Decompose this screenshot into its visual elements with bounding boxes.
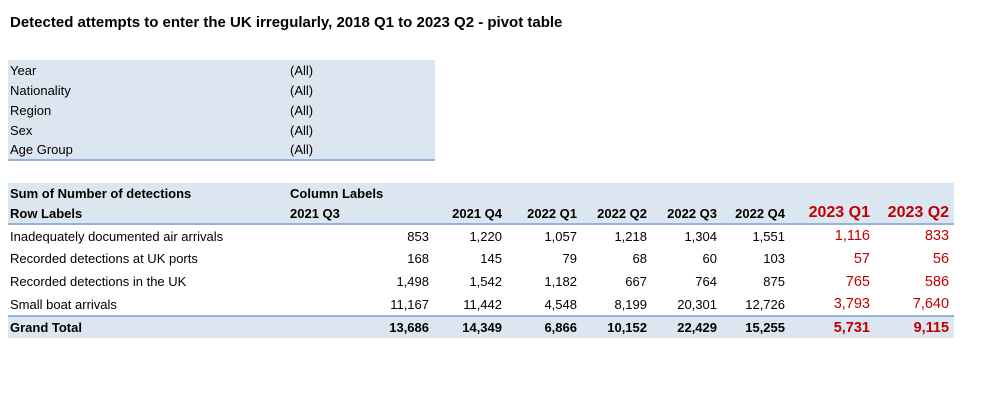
- data-cell: 79: [562, 251, 577, 266]
- filter-label-age-group: Age Group: [10, 142, 73, 157]
- data-cell: 57: [853, 250, 870, 267]
- filter-value-sex[interactable]: (All): [290, 122, 314, 138]
- filter-label-region: Region: [10, 102, 52, 118]
- pivot-column-header-row: Row Labels 2021 Q3 2021 Q4 2022 Q1 2022 …: [8, 203, 955, 225]
- grand-total-cell: 9,115: [875, 315, 955, 338]
- pivot-meta-row: Sum of Number of detections Column Label…: [8, 183, 955, 203]
- data-cell: 875: [763, 274, 785, 289]
- filter-value-year[interactable]: (All): [290, 62, 314, 78]
- row-labels-header-cell: Row Labels: [8, 203, 290, 225]
- grand-total-row: Grand Total 13,686 14,349 6,866 10,152 2…: [8, 315, 955, 338]
- filter-value-region[interactable]: (All): [290, 102, 314, 118]
- data-cell: 168: [407, 251, 429, 266]
- data-cell: 1,116: [834, 228, 870, 244]
- data-cell: 7,640: [912, 296, 950, 312]
- data-cell: 1,498: [396, 274, 429, 289]
- grand-total-label-cell: Grand Total: [8, 315, 290, 338]
- table-row-in-the-uk: Recorded detections in the UK 1,498 1,54…: [8, 270, 954, 293]
- row-label-cell: Recorded detections at UK ports: [10, 251, 198, 266]
- pivot-table: Sum of Number of detections Column Label…: [8, 183, 955, 338]
- row-label-cell: Inadequately documented air arrivals: [10, 228, 224, 244]
- filter-row: Year (All): [8, 60, 435, 80]
- data-cell: 1,182: [544, 274, 577, 289]
- data-cell: 12,726: [745, 296, 785, 312]
- column-header-2022-q1: 2022 Q1: [507, 203, 582, 225]
- filter-label-sex: Sex: [10, 122, 33, 138]
- grand-total-cell: 15,255: [722, 315, 790, 338]
- table-row-small-boats: Small boat arrivals 11,167 11,442 4,548 …: [8, 293, 954, 316]
- data-cell: 586: [924, 273, 950, 290]
- table-row-air-arrivals: Inadequately documented air arrivals 853…: [8, 224, 954, 247]
- column-header-2022-q4: 2022 Q4: [722, 203, 790, 225]
- row-label-cell: Recorded detections in the UK: [10, 274, 187, 289]
- data-cell: 56: [932, 250, 950, 267]
- grand-total-cell: 6,866: [507, 315, 582, 338]
- filter-label-nationality: Nationality: [10, 82, 71, 98]
- data-cell: 20,301: [677, 296, 717, 312]
- filter-value-nationality[interactable]: (All): [290, 82, 314, 98]
- grand-total-cell: 13,686: [290, 315, 434, 338]
- grand-total-cell: 10,152: [582, 315, 652, 338]
- data-cell: 1,542: [469, 274, 502, 289]
- data-cell: 11,167: [390, 296, 429, 312]
- filter-row: Nationality (All): [8, 80, 435, 100]
- column-header-2021-q4: 2021 Q4: [434, 203, 507, 225]
- data-cell: 68: [632, 251, 647, 266]
- data-cell: 4,548: [544, 296, 577, 312]
- data-cell: 11,442: [463, 296, 502, 312]
- grand-total-cell: 14,349: [434, 315, 507, 338]
- data-cell: 1,551: [752, 228, 785, 244]
- data-cell: 3,793: [833, 296, 870, 312]
- filter-row: Sex (All): [8, 120, 435, 140]
- grand-total-cell: 22,429: [652, 315, 722, 338]
- measure-label-cell: Sum of Number of detections: [10, 185, 192, 201]
- data-cell: 145: [480, 251, 502, 266]
- data-cell: 1,304: [684, 228, 717, 244]
- page-title: Detected attempts to enter the UK irregu…: [10, 14, 563, 31]
- data-cell: 853: [407, 228, 429, 244]
- data-cell: 1,220: [469, 228, 502, 244]
- column-header-2023-q1: 2023 Q1: [790, 203, 875, 225]
- data-cell: 1,057: [544, 228, 577, 244]
- column-header-2021-q3: 2021 Q3: [290, 203, 434, 225]
- filter-row: Region (All): [8, 100, 435, 120]
- row-label-cell: Small boat arrivals: [10, 296, 117, 312]
- filter-row: Age Group (All): [8, 140, 435, 160]
- column-header-2022-q3: 2022 Q3: [652, 203, 722, 225]
- data-cell: 103: [763, 251, 785, 266]
- data-cell: 764: [695, 274, 717, 289]
- filter-value-age-group[interactable]: (All): [290, 142, 314, 157]
- data-cell: 667: [625, 274, 647, 289]
- data-cell: 833: [924, 228, 950, 244]
- column-header-2022-q2: 2022 Q2: [582, 203, 652, 225]
- data-cell: 60: [702, 251, 717, 266]
- data-cell: 8,199: [614, 296, 647, 312]
- grand-total-cell: 5,731: [790, 315, 875, 338]
- filter-label-year: Year: [10, 62, 37, 78]
- filter-table: Year (All) Nationality (All) Region (All…: [8, 60, 435, 161]
- table-row-uk-ports: Recorded detections at UK ports 168 145 …: [8, 247, 954, 270]
- column-header-2023-q2: 2023 Q2: [875, 203, 955, 225]
- data-cell: 765: [845, 273, 870, 290]
- data-cell: 1,218: [614, 228, 647, 244]
- column-labels-cell: Column Labels: [290, 185, 384, 201]
